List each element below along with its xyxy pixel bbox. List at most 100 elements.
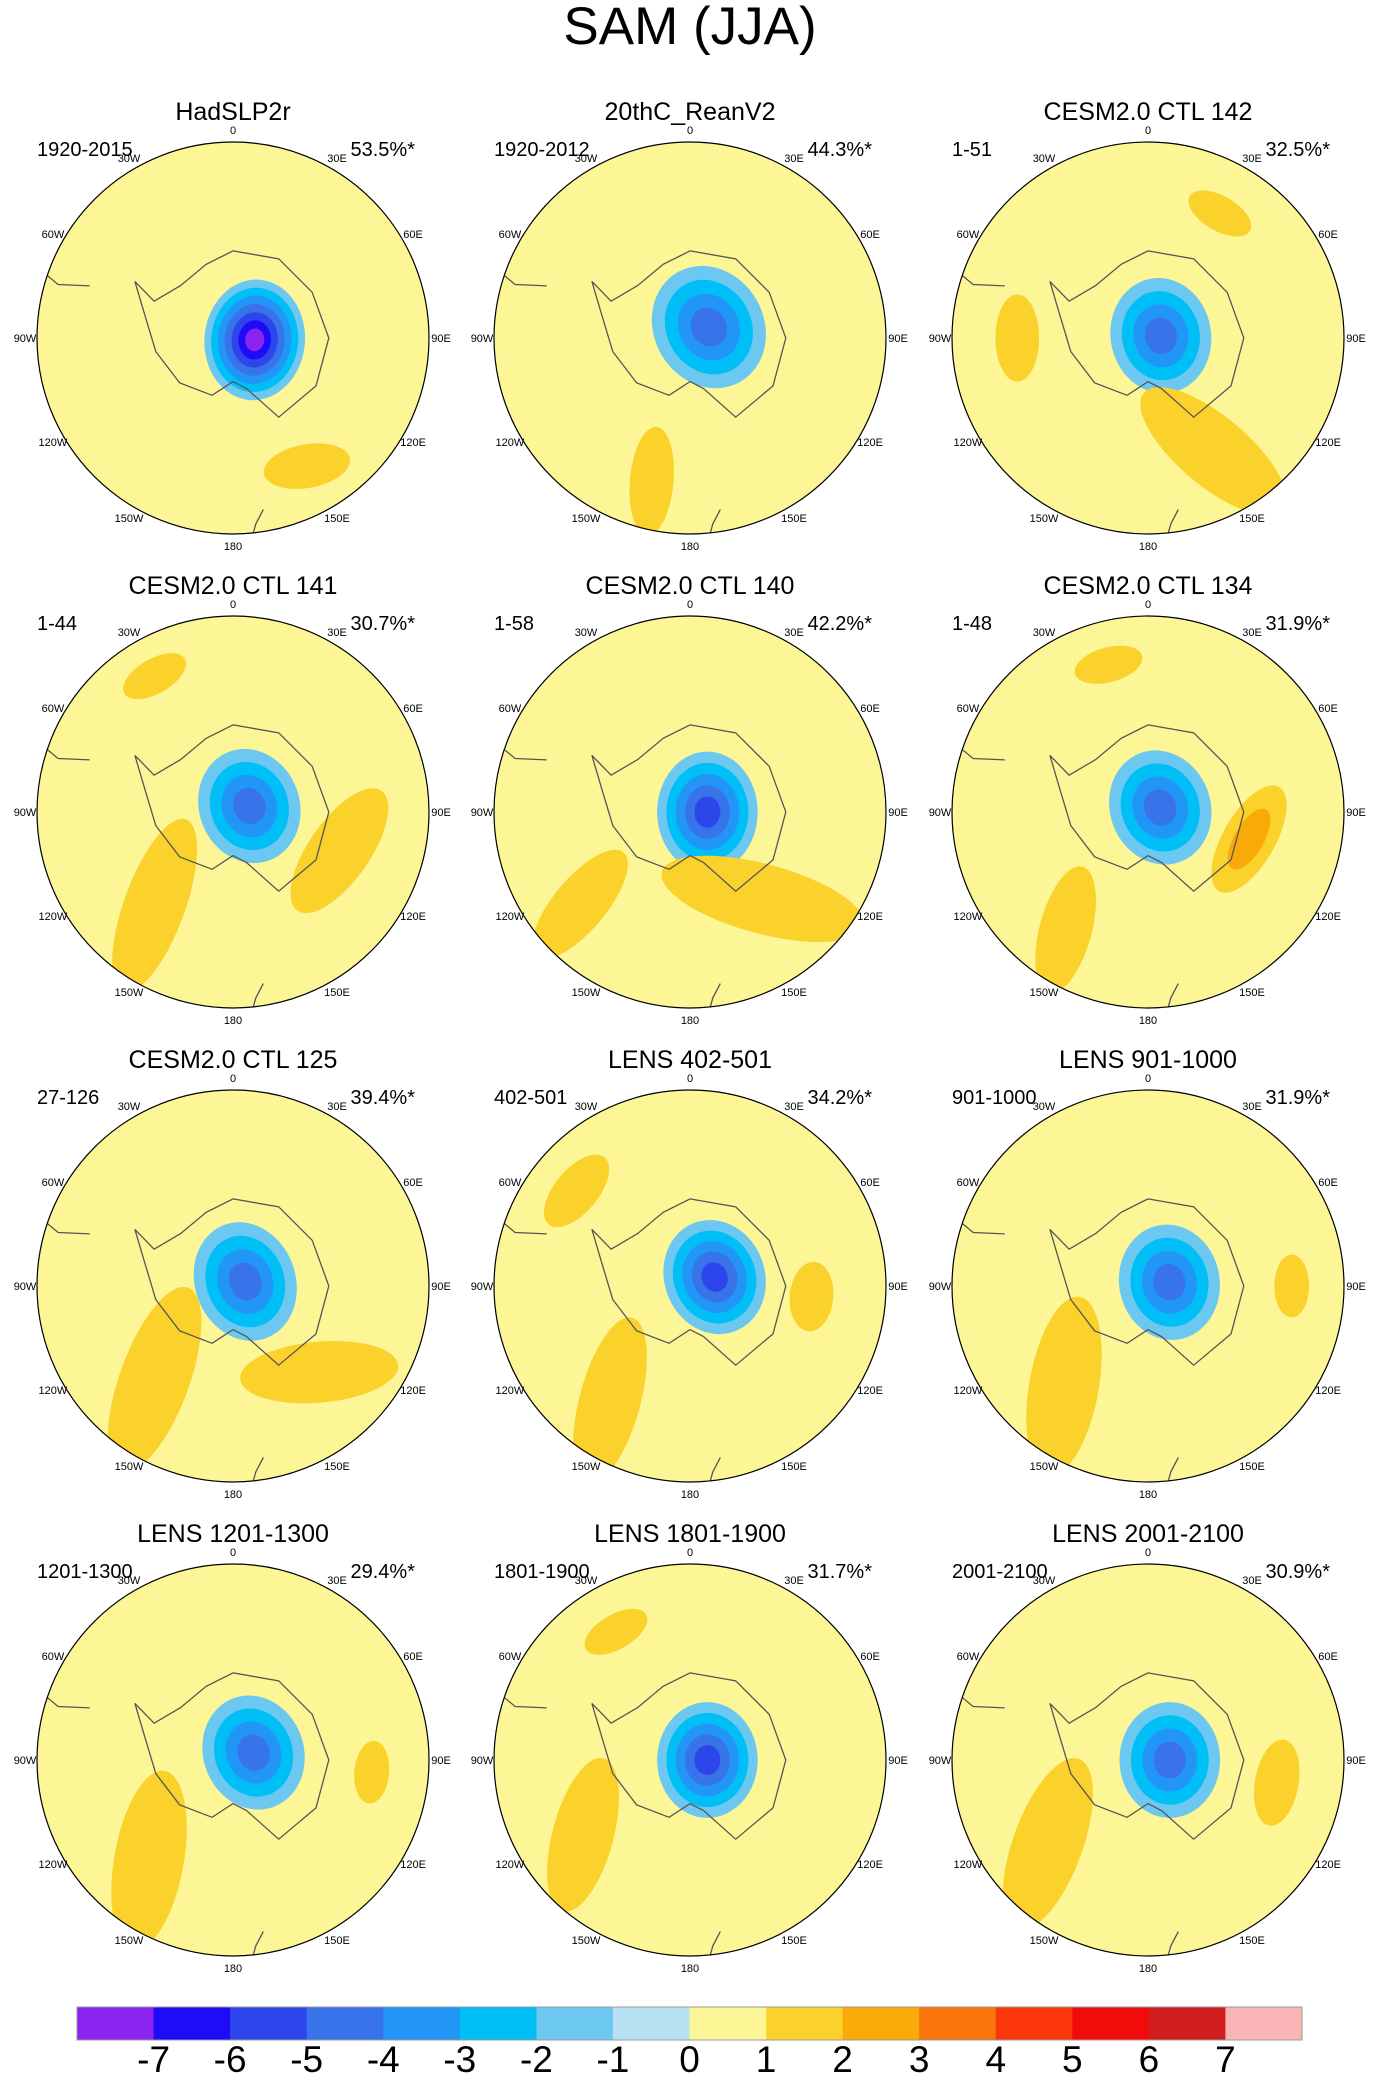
longitude-label: 30E (1242, 627, 1262, 639)
longitude-label: 180 (1139, 541, 1157, 553)
colorbar-tick-label: -2 (520, 2039, 553, 2080)
longitude-label: 150W (1030, 1461, 1059, 1473)
longitude-label: 150E (781, 987, 807, 999)
longitude-label: 180 (224, 1489, 242, 1501)
longitude-label: 0 (687, 125, 693, 137)
longitude-label: 60E (1318, 229, 1338, 241)
longitude-label: 60E (860, 703, 880, 715)
panel-variance: 31.9%* (1266, 1087, 1331, 1109)
coast-south-america (494, 142, 547, 287)
colorbar-swatch (536, 2007, 614, 2040)
map-panel: 0 30E 60E 90E 120E 150E 180 150W 120W 90W 60W 30W LE… (471, 1520, 908, 1975)
high-anomaly (995, 294, 1040, 382)
high-anomaly (1035, 866, 1096, 994)
longitude-label: 120E (857, 437, 883, 449)
high-anomaly (1026, 1296, 1102, 1476)
panel-title: 20thC_ReanV2 (605, 98, 776, 126)
longitude-label: 150E (1239, 987, 1265, 999)
longitude-label: 150E (1239, 1461, 1265, 1473)
map-panel: 0 30E 60E 90E 120E 150E 180 150W 120W 90W 60W 30W Ha… (14, 98, 451, 553)
longitude-label: 120W (496, 911, 525, 923)
coast-south-america (37, 616, 90, 761)
coast-antarctica (591, 250, 787, 419)
colorbar-tick-label: -4 (367, 2039, 400, 2080)
coast-australia-south (360, 1934, 421, 1943)
longitude-label: 120W (39, 437, 68, 449)
coast-south-america (952, 1564, 1005, 1709)
contour-band (1002, 1758, 1093, 1930)
coast-antarctica (134, 1198, 330, 1367)
low-anomaly (202, 1695, 305, 1810)
longitude-label: 30E (784, 1575, 804, 1587)
longitude-label: 60W (42, 229, 65, 241)
longitude-label: 150E (324, 1461, 350, 1473)
panel-variance: 42.2%* (808, 613, 873, 635)
map-border (493, 141, 887, 535)
longitude-label: 90E (888, 807, 908, 819)
panel-variance: 30.7%* (351, 613, 416, 635)
longitude-label: 120E (400, 437, 426, 449)
colorbar-swatch (766, 2007, 844, 2040)
coast-antarctica (1049, 1672, 1245, 1841)
longitude-label: 120W (39, 911, 68, 923)
longitude-label: 180 (1139, 1489, 1157, 1501)
longitude-label: 150W (115, 513, 144, 525)
map-border (493, 1563, 887, 1957)
high-anomaly (123, 653, 186, 700)
longitude-label: 60W (42, 1177, 65, 1189)
longitude-label: 180 (681, 1015, 699, 1027)
longitude-label: 180 (224, 1963, 242, 1975)
panel-period: 402-501 (494, 1087, 567, 1109)
map-border (36, 1089, 430, 1483)
longitude-label: 120E (1315, 911, 1341, 923)
colorbar-tick-label: 0 (679, 2039, 700, 2080)
high-anomaly (1274, 1254, 1310, 1318)
panel-period: 1-58 (494, 613, 534, 635)
colorbar-tick-label: 6 (1139, 2039, 1160, 2080)
coast-antarctica (134, 724, 330, 893)
coast-south-america (37, 142, 90, 287)
coast-australia-south (360, 1460, 421, 1469)
longitude-label: 0 (1145, 1547, 1151, 1559)
longitude-label: 120W (954, 437, 983, 449)
panel-title: CESM2.0 CTL 142 (1044, 98, 1253, 126)
high-anomaly (1188, 190, 1252, 237)
longitude-label: 30W (575, 1101, 598, 1113)
longitude-label: 0 (230, 1073, 236, 1085)
longitude-label: 150E (324, 1935, 350, 1947)
map-border (493, 1089, 887, 1483)
colorbar-tick-label: -5 (290, 2039, 323, 2080)
longitude-label: 60W (957, 1651, 980, 1663)
longitude-label: 60E (1318, 1177, 1338, 1189)
longitude-label: 120W (954, 1859, 983, 1871)
longitude-label: 150E (324, 513, 350, 525)
high-anomaly (789, 1261, 834, 1332)
contour-band (995, 294, 1040, 382)
coast-australia-south (1275, 986, 1336, 995)
contour-band (1035, 866, 1096, 994)
coast-south-america (494, 616, 547, 761)
panel-variance: 30.9%* (1266, 1561, 1331, 1583)
colorbar: -7 -6 -5 -4 -3 -2 -1 0 1 2 3 4 5 6 7 (76, 2006, 1303, 2080)
colorbar-tick-label: 3 (909, 2039, 930, 2080)
longitude-label: 60W (957, 1177, 980, 1189)
colorbar-swatch (995, 2007, 1073, 2040)
contour-band (1144, 317, 1177, 355)
panel-period: 1801-1900 (494, 1561, 590, 1583)
contour-band (694, 796, 721, 828)
colorbar-swatch (612, 2007, 690, 2040)
low-anomaly (1109, 750, 1212, 865)
longitude-label: 180 (224, 541, 242, 553)
contour-band (701, 1262, 728, 1292)
longitude-label: 60E (1318, 1651, 1338, 1663)
panel-title: LENS 402-501 (608, 1046, 772, 1074)
low-anomaly (1119, 1702, 1221, 1818)
longitude-label: 180 (681, 1489, 699, 1501)
panel-title: CESM2.0 CTL 125 (129, 1046, 338, 1074)
contour-band (228, 1262, 262, 1301)
longitude-label: 150W (1030, 1935, 1059, 1947)
longitude-label: 120W (39, 1385, 68, 1397)
longitude-label: 0 (1145, 1073, 1151, 1085)
longitude-label: 120E (400, 1385, 426, 1397)
low-anomaly (204, 279, 306, 401)
